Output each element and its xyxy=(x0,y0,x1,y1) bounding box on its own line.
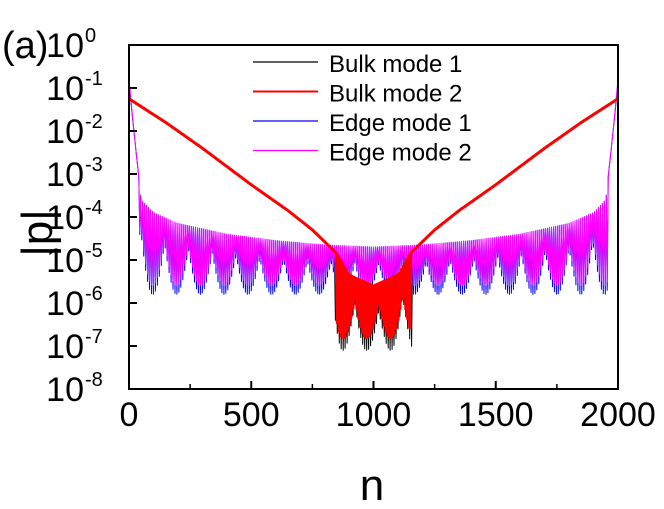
x-tick-label: 1000 xyxy=(336,396,412,434)
y-tick-label: 10 xyxy=(46,285,84,323)
y-tick-label: 10 xyxy=(46,242,84,280)
legend-label: Bulk mode 1 xyxy=(329,51,462,78)
y-tick-label: 10 xyxy=(46,371,84,409)
legend-label: Bulk mode 2 xyxy=(329,81,462,108)
y-tick-label: 10 xyxy=(46,70,84,108)
x-tick-label: 2000 xyxy=(580,396,656,434)
y-tick-exponent: -4 xyxy=(85,197,103,219)
y-tick-label: 10 xyxy=(46,27,84,65)
x-axis-label: n xyxy=(360,461,384,509)
series-line-4 xyxy=(128,79,619,287)
y-tick-exponent: -6 xyxy=(85,283,103,305)
series-layer xyxy=(128,79,619,351)
y-tick-exponent: 0 xyxy=(85,25,96,47)
y-tick-label: 10 xyxy=(46,328,84,366)
y-tick-exponent: -2 xyxy=(85,111,103,133)
series-line-2 xyxy=(128,97,619,339)
legend-label: Edge mode 2 xyxy=(329,140,472,167)
panel-label: (a) xyxy=(2,25,48,67)
y-tick-exponent: -8 xyxy=(85,369,103,391)
y-tick-label: 10 xyxy=(46,113,84,151)
y-tick-exponent: -3 xyxy=(85,154,103,176)
y-tick-exponent: -7 xyxy=(85,326,103,348)
y-tick-exponent: -1 xyxy=(85,68,103,90)
y-tick-exponent: -5 xyxy=(85,240,103,262)
x-tick-label: 0 xyxy=(120,396,139,434)
x-tick-label: 500 xyxy=(223,396,280,434)
y-tick-label: 10 xyxy=(46,199,84,237)
x-tick-label: 1500 xyxy=(458,396,534,434)
y-axis-label: |p| xyxy=(13,209,62,256)
y-tick-label: 10 xyxy=(46,156,84,194)
legend-label: Edge mode 1 xyxy=(329,110,472,137)
